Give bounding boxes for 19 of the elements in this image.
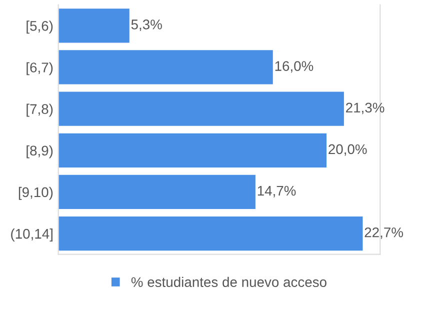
data-label: 20,0% xyxy=(328,144,367,156)
data-label: 16,0% xyxy=(275,61,314,73)
bar xyxy=(58,216,363,251)
data-label: 22,7% xyxy=(364,227,404,239)
data-label: 21,3% xyxy=(346,102,384,114)
data-label: 5,3% xyxy=(131,20,162,32)
y-tick-label: [8,9) xyxy=(26,145,53,158)
legend-label: % estudiantes de nuevo acceso xyxy=(131,276,326,288)
y-tick-label: (10,14] xyxy=(11,228,52,242)
y-tick-label: [7,8) xyxy=(26,104,53,117)
bar xyxy=(58,174,256,210)
bar xyxy=(58,133,327,168)
data-label: 14,7% xyxy=(258,186,296,198)
y-tick-label: [5,6) xyxy=(26,20,53,34)
y-tick-label: [9,10) xyxy=(18,186,53,200)
bar xyxy=(58,8,130,43)
bar xyxy=(58,50,273,84)
bar xyxy=(58,92,344,126)
y-tick-label: [6,7) xyxy=(26,62,53,76)
